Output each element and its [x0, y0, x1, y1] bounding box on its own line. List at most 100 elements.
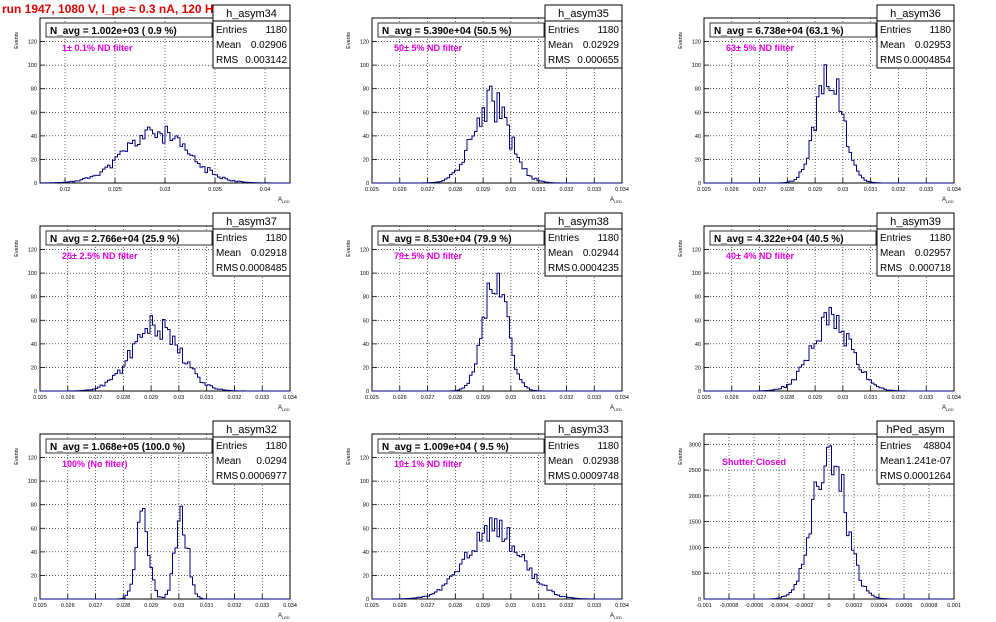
stats-label: RMS — [216, 55, 239, 66]
stats-label: Entries — [216, 233, 247, 244]
stats-value: 0.003142 — [245, 55, 287, 66]
x-tick-label: 0.032 — [560, 395, 574, 401]
stats-value: 1180 — [929, 25, 951, 36]
navg-label: N_avg = 1.002e+03 ( 0.9 %) — [50, 26, 177, 37]
filter-label: 79± 5% ND filter — [394, 251, 462, 261]
x-tick-label: 0.02 — [60, 187, 71, 193]
x-tick-label: 0.033 — [919, 187, 933, 193]
x-tick-label: 0.026 — [61, 603, 75, 609]
navg-box — [45, 230, 213, 246]
y-tick-label: 120 — [28, 40, 37, 46]
stats-title: h_asym32 — [226, 424, 277, 436]
x-tick-label: 0.029 — [808, 187, 822, 193]
filter-label: 63± 5% ND filter — [726, 43, 794, 53]
stats-value: 1180 — [929, 233, 951, 244]
y-tick-label: 120 — [360, 456, 369, 462]
stats-value: 0.0004235 — [572, 263, 620, 274]
x-tick-label: 0.028 — [116, 603, 130, 609]
stats-value: 0.02906 — [251, 40, 288, 51]
x-tick-label: 0.034 — [615, 395, 629, 401]
filter-label: 25± 2.5% ND filter — [62, 251, 138, 261]
x-tick-label: 0.03 — [506, 603, 517, 609]
histogram-panel-h_asym37: 0.025 0.026 0.027 0.028 0.029 0.03 0.031 0.032 0… — [14, 212, 297, 412]
stats-value: 1180 — [597, 441, 619, 452]
stats-label: RMS — [548, 263, 571, 274]
stats-box — [876, 4, 955, 69]
stats-value: 1180 — [265, 233, 287, 244]
filter-label: 50± 5% ND filter — [394, 43, 462, 53]
plot-frame — [39, 433, 291, 600]
y-axis-label: Events — [14, 448, 20, 465]
y-tick-label: 40 — [363, 550, 369, 556]
stats-label: RMS — [216, 263, 239, 274]
y-tick-label: 0 — [34, 389, 37, 395]
y-tick-label: 40 — [695, 134, 701, 140]
stats-value: 1180 — [265, 441, 287, 452]
x-tick-label: 0.031 — [864, 395, 878, 401]
stats-label: Entries — [548, 441, 579, 452]
stats-label: Mean — [216, 456, 241, 467]
stats-label: Entries — [548, 233, 579, 244]
histogram-line — [40, 315, 290, 392]
stats-title: h_asym33 — [558, 424, 609, 436]
y-tick-label: 120 — [28, 248, 37, 254]
x-tick-label: 0.028 — [780, 395, 794, 401]
x-axis-label: ALED — [942, 197, 954, 204]
y-tick-label: 60 — [363, 110, 369, 116]
x-tick-label: 0.025 — [697, 187, 711, 193]
stats-box — [212, 420, 291, 485]
x-axis-label: ALED — [278, 613, 290, 620]
navg-box — [709, 230, 877, 246]
stats-value: 0.02957 — [915, 248, 952, 259]
histogram-line — [372, 85, 622, 184]
y-tick-label: 0 — [34, 597, 37, 603]
stats-label: RMS — [216, 471, 239, 482]
x-tick-label: 0.026 — [725, 187, 739, 193]
stats-label: Mean — [548, 456, 573, 467]
stats-value: 1180 — [597, 25, 619, 36]
x-tick-label: 0.03 — [506, 395, 517, 401]
stats-label: Entries — [880, 441, 911, 452]
y-tick-label: 60 — [31, 318, 37, 324]
x-tick-label: 0.0004 — [871, 603, 888, 609]
x-tick-label: 0.025 — [365, 395, 379, 401]
x-tick-label: 0.033 — [919, 395, 933, 401]
stats-label: Entries — [880, 233, 911, 244]
histogram-panel-h_asym33: 0.025 0.026 0.027 0.028 0.029 0.03 0.031 0.032 0… — [346, 420, 629, 620]
y-axis-label: Events — [346, 32, 352, 49]
stats-title: h_asym38 — [558, 216, 609, 228]
histogram-panel-h_asym32: 0.025 0.026 0.027 0.028 0.029 0.03 0.031 0.032 0… — [14, 420, 297, 620]
y-tick-label: 120 — [360, 40, 369, 46]
x-tick-label: 0.035 — [208, 187, 222, 193]
navg-box — [709, 22, 877, 38]
plot-frame — [371, 17, 623, 184]
stats-value: 1.241e-07 — [906, 456, 951, 467]
x-tick-label: 0.028 — [448, 395, 462, 401]
x-tick-label: 0.032 — [892, 187, 906, 193]
filter-label: 1± 0.1% ND filter — [62, 43, 133, 53]
y-tick-label: 20 — [695, 157, 701, 163]
x-tick-label: 0.025 — [697, 395, 711, 401]
x-tick-label: 0.032 — [560, 187, 574, 193]
histogram-panel-h_asym39: 0.025 0.026 0.027 0.028 0.029 0.03 0.031 0.032 0… — [678, 212, 961, 412]
histogram-line — [39, 125, 291, 184]
x-tick-label: 0.025 — [108, 187, 122, 193]
histogram-line — [704, 64, 954, 184]
x-tick-label: 0.026 — [393, 395, 407, 401]
x-tick-label: 0.0006 — [896, 603, 913, 609]
x-tick-label: 0.031 — [532, 603, 546, 609]
y-tick-label: 100 — [28, 479, 37, 485]
stats-value: 0.0006977 — [240, 471, 288, 482]
stats-box — [544, 420, 623, 485]
y-tick-label: 40 — [31, 342, 37, 348]
x-tick-label: 0.028 — [116, 395, 130, 401]
filter-label: 10± 1% ND filter — [394, 459, 462, 469]
y-tick-label: 80 — [695, 87, 701, 93]
filter-label: 40± 4% ND filter — [726, 251, 794, 261]
stats-value: 1180 — [265, 25, 287, 36]
y-axis-label: Events — [678, 32, 684, 49]
y-tick-label: 0 — [366, 389, 369, 395]
x-tick-label: 0.025 — [365, 603, 379, 609]
stats-value: 0.000655 — [577, 55, 619, 66]
y-axis-label: Events — [346, 240, 352, 257]
